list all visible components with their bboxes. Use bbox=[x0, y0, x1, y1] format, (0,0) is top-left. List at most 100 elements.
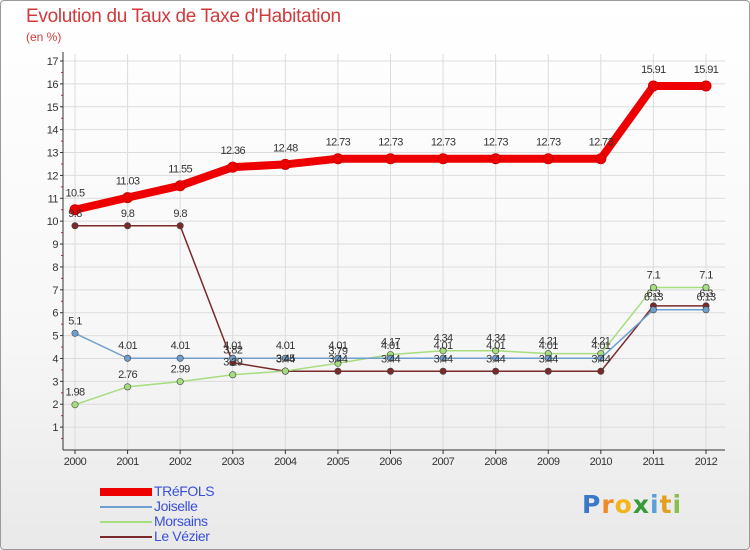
y-tick-label-3: 3 bbox=[52, 376, 58, 388]
y-tick-label-5: 5 bbox=[52, 331, 58, 343]
data-label-le-vezier-2000: 9.8 bbox=[68, 208, 82, 220]
point-trefols-2010 bbox=[595, 153, 607, 165]
data-label-morsains-2008: 4.34 bbox=[486, 333, 505, 345]
data-label-joiselle-2004: 4.01 bbox=[276, 340, 295, 352]
data-label-le-vezier-2012: 6.3 bbox=[699, 288, 713, 300]
x-tick-label-2012: 2012 bbox=[695, 456, 718, 468]
y-tick-label-4: 4 bbox=[52, 353, 58, 365]
point-le-vezier-2001 bbox=[124, 222, 132, 230]
point-joiselle-2001 bbox=[124, 354, 132, 362]
legend-label-joiselle: Joiselle bbox=[154, 498, 198, 514]
y-tick-label-15: 15 bbox=[47, 102, 59, 114]
point-morsains-2002 bbox=[176, 378, 184, 386]
point-joiselle-2009 bbox=[544, 354, 552, 362]
point-trefols-2002 bbox=[174, 180, 186, 192]
data-label-joiselle-2009: 4.01 bbox=[539, 340, 558, 352]
point-trefols-2012 bbox=[700, 80, 712, 92]
point-le-vezier-2009 bbox=[544, 367, 552, 375]
point-morsains-2003 bbox=[229, 371, 237, 379]
point-le-vezier-2010 bbox=[597, 367, 605, 375]
data-label-trefols-2002: 11.55 bbox=[168, 164, 192, 176]
y-tick-label-14: 14 bbox=[47, 125, 59, 137]
point-joiselle-2000 bbox=[71, 329, 79, 337]
data-label-trefols-2005: 12.73 bbox=[326, 137, 351, 149]
point-joiselle-2002 bbox=[176, 354, 184, 362]
point-trefols-2004 bbox=[279, 158, 291, 170]
point-joiselle-2010 bbox=[597, 354, 605, 362]
point-morsains-2004 bbox=[281, 367, 289, 375]
point-le-vezier-2000 bbox=[71, 222, 79, 230]
data-label-le-vezier-2003: 3.82 bbox=[223, 345, 242, 357]
point-morsains-2011 bbox=[649, 284, 657, 292]
point-trefols-2008 bbox=[490, 153, 502, 165]
point-le-vezier-2005 bbox=[334, 367, 342, 375]
point-le-vezier-2002 bbox=[176, 222, 184, 230]
logo-letter-t: t bbox=[659, 490, 673, 519]
data-labels: 10.5 11.03 11.55 12.36 12.48 12.73 12.73 12.73 1… bbox=[65, 64, 719, 399]
y-tick-label-6: 6 bbox=[52, 308, 58, 320]
data-label-le-vezier-2011: 6.3 bbox=[647, 288, 661, 300]
data-label-le-vezier-2009: 3.44 bbox=[539, 353, 558, 365]
data-label-joiselle-2006: 4.01 bbox=[381, 340, 400, 352]
point-trefols-2000 bbox=[69, 204, 81, 216]
data-label-trefols-2004: 12.48 bbox=[273, 142, 298, 154]
x-tick-label-2010: 2010 bbox=[590, 456, 613, 468]
data-label-trefols-2003: 12.36 bbox=[220, 145, 245, 157]
data-label-le-vezier-2008: 3.44 bbox=[486, 353, 505, 365]
point-joiselle-2007 bbox=[439, 354, 447, 362]
y-tick-label-1: 1 bbox=[52, 422, 58, 434]
logo-letter-i2: i bbox=[672, 490, 683, 519]
data-label-morsains-2010: 4.21 bbox=[591, 336, 610, 348]
data-label-le-vezier-2001: 9.8 bbox=[121, 208, 135, 220]
legend-swatch-le-vezier bbox=[100, 536, 152, 538]
logo-letter-p: P bbox=[582, 490, 602, 519]
x-tick-label-2011: 2011 bbox=[643, 456, 665, 468]
point-morsains-2001 bbox=[124, 383, 132, 391]
point-trefols-2011 bbox=[647, 80, 659, 92]
point-trefols-2005 bbox=[332, 153, 344, 165]
data-label-joiselle-2003: 4.01 bbox=[223, 340, 242, 352]
grid bbox=[63, 54, 725, 450]
data-label-trefols-2012: 15.91 bbox=[694, 64, 719, 76]
point-le-vezier-2006 bbox=[386, 367, 394, 375]
proxiti-logo: Proxiti bbox=[582, 490, 682, 519]
logo-letter-o: o bbox=[614, 490, 633, 519]
data-label-trefols-2001: 11.03 bbox=[116, 176, 140, 188]
x-tick-label-2006: 2006 bbox=[379, 456, 402, 468]
data-label-morsains-2007: 4.34 bbox=[434, 333, 453, 345]
data-label-morsains-2011: 7.1 bbox=[647, 270, 661, 282]
data-label-trefols-2007: 12.73 bbox=[431, 137, 456, 149]
legend-label-le-vezier: Le Vézier bbox=[154, 528, 210, 544]
point-joiselle-2004 bbox=[281, 354, 289, 362]
data-label-morsains-2006: 4.17 bbox=[381, 337, 400, 349]
point-joiselle-2003 bbox=[229, 354, 237, 362]
data-label-trefols-2010: 12.73 bbox=[589, 137, 614, 149]
y-tick-label-2: 2 bbox=[52, 399, 58, 411]
data-label-joiselle-2002: 4.01 bbox=[171, 340, 190, 352]
data-label-joiselle-2005: 4.01 bbox=[328, 340, 347, 352]
point-joiselle-2011 bbox=[649, 306, 657, 314]
y-tick-label-9: 9 bbox=[52, 239, 58, 251]
y-tick-label-16: 16 bbox=[47, 79, 59, 91]
point-le-vezier-2008 bbox=[492, 367, 500, 375]
point-joiselle-2012 bbox=[702, 306, 710, 314]
point-morsains-2000 bbox=[71, 401, 79, 409]
x-tick-label-2000: 2000 bbox=[64, 456, 87, 468]
y-tick-label-11: 11 bbox=[48, 193, 59, 205]
data-label-morsains-2005: 3.79 bbox=[328, 345, 347, 357]
data-label-joiselle-2008: 4.01 bbox=[486, 340, 505, 352]
data-label-joiselle-2012: 6.13 bbox=[696, 292, 715, 304]
x-tick-label-2007: 2007 bbox=[432, 456, 455, 468]
data-label-morsains-2004: 3.45 bbox=[276, 353, 295, 365]
data-label-le-vezier-2005: 3.44 bbox=[328, 353, 347, 365]
data-label-trefols-2008: 12.73 bbox=[483, 137, 508, 149]
legend-label-trefols: TRéFOLS bbox=[154, 483, 215, 499]
point-morsains-2007 bbox=[439, 347, 447, 355]
data-label-joiselle-2007: 4.01 bbox=[434, 340, 453, 352]
legend-swatch-joiselle bbox=[100, 506, 152, 508]
data-label-trefols-2000: 10.5 bbox=[65, 188, 84, 200]
point-trefols-2003 bbox=[227, 161, 239, 173]
